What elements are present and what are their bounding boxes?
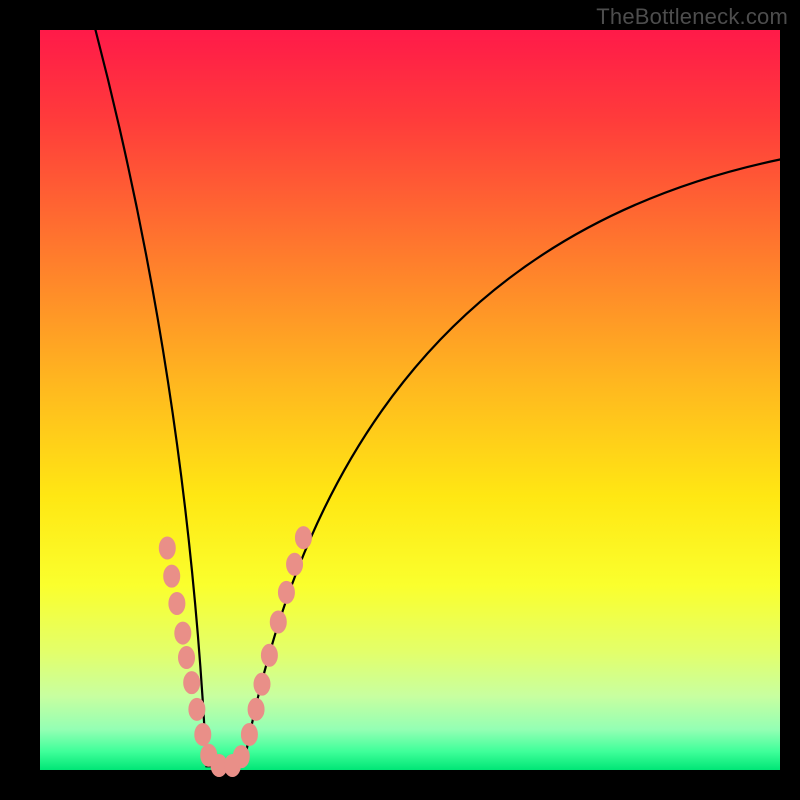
plot-background <box>40 30 780 770</box>
data-marker <box>295 527 311 549</box>
data-marker <box>287 553 303 575</box>
watermark-text: TheBottleneck.com <box>596 4 788 30</box>
data-marker <box>184 672 200 694</box>
data-marker <box>195 723 211 745</box>
bottleneck-plot <box>0 0 800 800</box>
chart-stage: TheBottleneck.com <box>0 0 800 800</box>
data-marker <box>254 673 270 695</box>
data-marker <box>169 593 185 615</box>
data-marker <box>189 698 205 720</box>
data-marker <box>261 644 277 666</box>
data-marker <box>179 647 195 669</box>
data-marker <box>233 746 249 768</box>
data-marker <box>270 611 286 633</box>
data-marker <box>278 581 294 603</box>
data-marker <box>248 698 264 720</box>
data-marker <box>241 723 257 745</box>
data-marker <box>164 565 180 587</box>
data-marker <box>159 537 175 559</box>
data-marker <box>175 622 191 644</box>
